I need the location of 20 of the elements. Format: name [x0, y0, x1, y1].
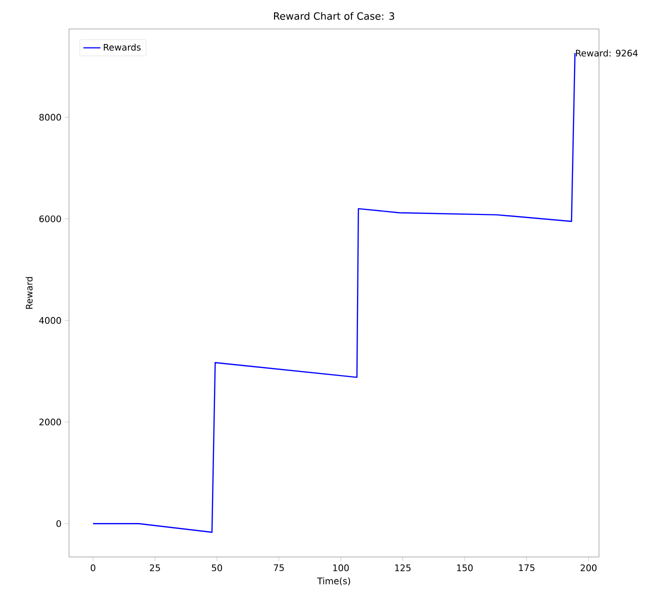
x-tick-label: 150 — [457, 564, 473, 572]
chart-title: Reward Chart of Case: 3 — [274, 12, 394, 20]
x-tick-label: 50 — [212, 564, 222, 572]
annotation: Reward: 9264 — [576, 50, 638, 57]
y-tick-label: 4000 — [39, 317, 61, 324]
legend-label: Rewards — [104, 44, 141, 51]
y-tick-label: 0 — [56, 520, 61, 527]
x-tick-label: 0 — [90, 564, 96, 572]
x-tick-label: 175 — [519, 564, 534, 572]
x-tick-label: 200 — [580, 564, 597, 572]
x-tick-label: 100 — [333, 564, 349, 572]
x-tick-label: 25 — [150, 564, 160, 572]
y-tick-label: 8000 — [39, 114, 61, 121]
y-tick-label: 6000 — [39, 215, 61, 222]
x-tick-label: 75 — [274, 564, 284, 572]
y-axis-title: Reward — [26, 277, 33, 309]
x-axis-title: Time(s) — [317, 577, 350, 586]
x-tick-label: 125 — [395, 564, 411, 572]
line-series — [92, 52, 576, 533]
y-tick-label: 2000 — [39, 418, 61, 426]
